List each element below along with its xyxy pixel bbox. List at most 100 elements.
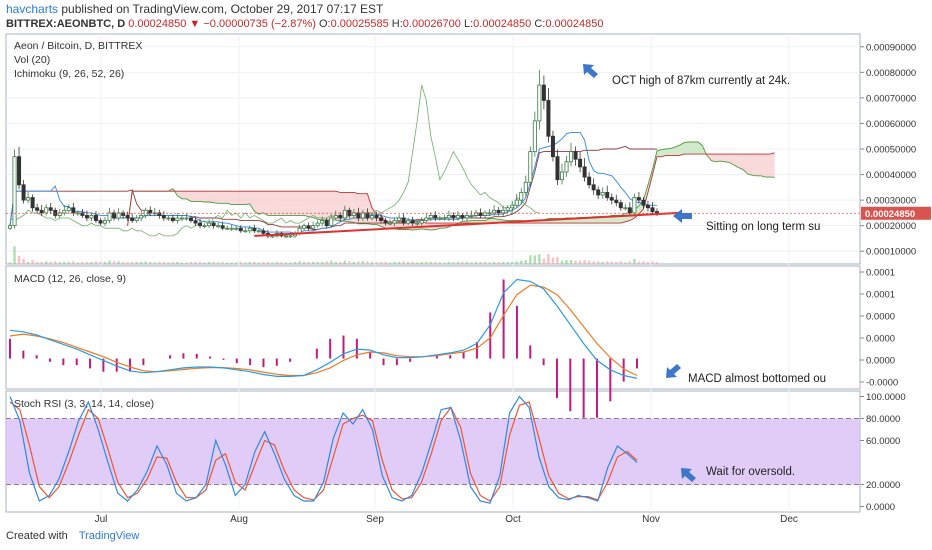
ichimoku-cloud-segment [240, 191, 246, 205]
candle-body [650, 207, 655, 213]
candle-body [302, 225, 307, 229]
stoch-d-line [9, 401, 638, 502]
volume-bar [17, 255, 21, 264]
ichimoku-cloud-segment [295, 191, 300, 216]
volume-bar [538, 254, 541, 264]
candle-body [247, 227, 252, 232]
candle-body [107, 212, 112, 221]
volume-bar [637, 261, 641, 264]
volume-bar [470, 262, 473, 264]
candle-body [17, 156, 22, 186]
candle-body [125, 215, 130, 219]
volume-bar [72, 261, 75, 264]
macd-panel[interactable]: MACD (12, 26, close, 9) [9, 273, 638, 418]
candle-body [71, 207, 76, 214]
panel-frame-1 [5, 265, 861, 390]
close-value: 0.00024850 [545, 18, 604, 30]
candle-body [424, 217, 429, 221]
candle-body [220, 225, 225, 229]
candle-body [238, 227, 243, 232]
volume-bar [560, 260, 564, 264]
volume-bar [225, 262, 229, 264]
volume-bar [302, 261, 306, 264]
price-axis-label: 0.00070000 [866, 93, 916, 104]
annotation-arrow-icon [583, 64, 598, 78]
annotation-arrow-icon [681, 468, 696, 482]
volume-bar [176, 261, 179, 264]
volume-bar [655, 262, 659, 264]
candle-body [66, 207, 71, 211]
volume-bar [262, 261, 265, 264]
author-link[interactable]: havcharts [6, 2, 59, 16]
candle-body [641, 199, 646, 206]
candle-body [93, 215, 98, 221]
candle-body [374, 215, 379, 219]
ichimoku-cloud-segment [657, 149, 662, 157]
volume-bar [239, 261, 242, 264]
ichimoku-cloud-segment [281, 191, 286, 216]
ichimoku-cloud-segment [462, 221, 467, 224]
candle-body [134, 217, 139, 221]
price-axis-label: 0.00060000 [866, 119, 916, 130]
volume-bar [583, 260, 586, 264]
volume-bar [619, 261, 623, 264]
symbol-label: BITTREX:AEONBTC, D [6, 18, 126, 30]
volume-bar [257, 262, 261, 264]
volume-bar [167, 262, 170, 264]
ichimoku-cloud-segment [200, 191, 205, 203]
ichimoku-cloud-segment [231, 191, 237, 205]
volume-bar [140, 261, 143, 264]
price-panel[interactable]: Aeon / Bitcoin, D, BITTREX Vol (20) Ichimo… [6, 40, 860, 264]
volume-bar [628, 261, 632, 264]
candle-body [401, 217, 406, 224]
candle-body [451, 215, 456, 219]
candle-body [261, 230, 266, 234]
volume-bar [22, 258, 25, 264]
ichimoku-cloud-segment [742, 154, 748, 174]
candle-body [532, 120, 537, 152]
annotation-macd: MACD almost bottomed ou [688, 373, 826, 385]
volume-bar [330, 260, 333, 264]
ichimoku-cloud-segment [304, 191, 309, 217]
candle-body [12, 156, 17, 227]
volume-bar [221, 261, 224, 264]
candle-body [211, 222, 216, 227]
volume-bar [642, 261, 645, 264]
candle-body [519, 192, 524, 201]
volume-bar [542, 258, 546, 264]
volume-bar [207, 261, 211, 264]
ichimoku-cloud-segment [684, 141, 689, 155]
candle-body [170, 217, 175, 221]
ichimoku-cloud-segment [331, 191, 336, 220]
candle-body [216, 225, 221, 228]
candle-body [35, 207, 40, 211]
candle-body [514, 199, 519, 206]
candle-body [415, 222, 420, 225]
ichimoku-cloud-segment [218, 191, 223, 204]
candle-body [161, 215, 166, 219]
macd-legend: MACD (12, 26, close, 9) [14, 273, 126, 285]
volume-bar [58, 261, 61, 264]
ichimoku-cloud-segment [616, 215, 621, 224]
tradingview-logo[interactable]: TradingView [78, 530, 140, 542]
candle-body [618, 202, 623, 209]
ichimoku-cloud-segment [195, 191, 201, 202]
volume-bar [158, 261, 161, 264]
ichimoku-cloud-segment [362, 193, 368, 224]
candle-body [256, 230, 261, 233]
stoch-rsi-panel[interactable]: Stoch RSI (3, 3, 14, 14, close) [6, 395, 860, 504]
stoch-legend: Stoch RSI (3, 3, 14, 14, close) [14, 398, 154, 410]
volume-bar [569, 260, 573, 264]
ichimoku-cloud-segment [285, 191, 291, 216]
candle-body [559, 171, 564, 181]
x-tick-label: Jul [95, 514, 108, 525]
publish-info: published on TradingView.com, October 29… [61, 2, 384, 16]
candle-body [229, 227, 234, 230]
annotation-arrow-icon [666, 364, 681, 378]
candle-body [44, 207, 49, 214]
candle-body [103, 220, 108, 224]
volume-bar [646, 261, 650, 264]
ichimoku-cloud-segment [313, 191, 318, 220]
ichimoku-cloud-segment [485, 218, 490, 224]
